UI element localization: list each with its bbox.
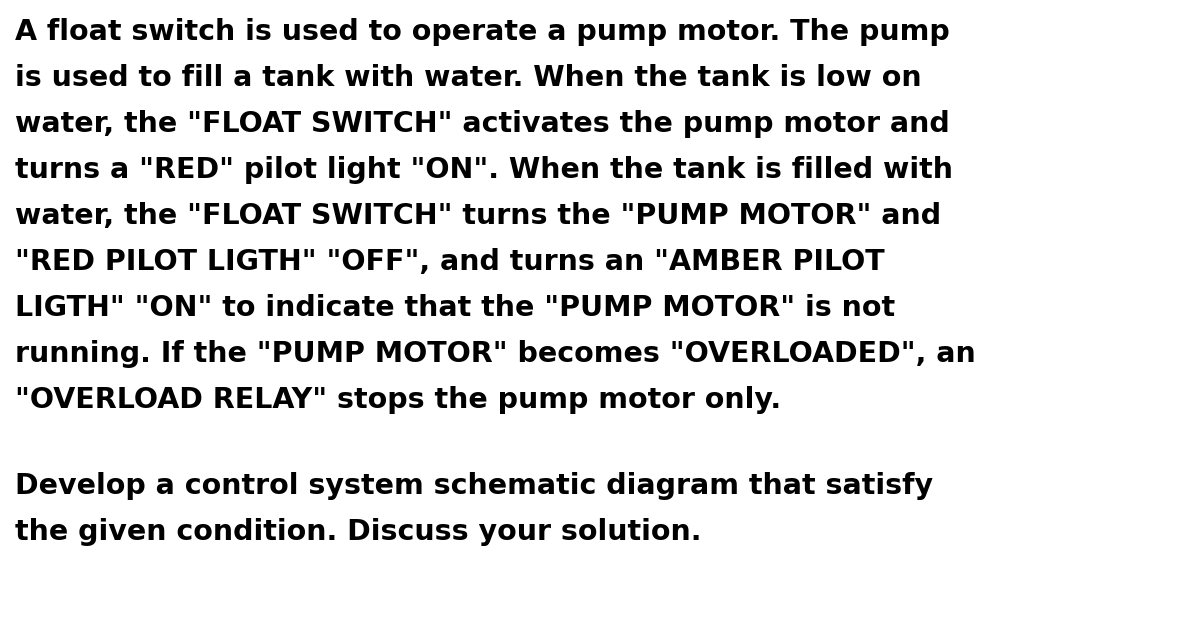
Text: turns a "RED" pilot light "ON". When the tank is filled with: turns a "RED" pilot light "ON". When the… xyxy=(14,156,953,184)
Text: is used to fill a tank with water. When the tank is low on: is used to fill a tank with water. When … xyxy=(14,64,922,92)
Text: A float switch is used to operate a pump motor. The pump: A float switch is used to operate a pump… xyxy=(14,18,949,46)
Text: the given condition. Discuss your solution.: the given condition. Discuss your soluti… xyxy=(14,518,702,546)
Text: Develop a control system schematic diagram that satisfy: Develop a control system schematic diagr… xyxy=(14,472,934,500)
Text: "OVERLOAD RELAY" stops the pump motor only.: "OVERLOAD RELAY" stops the pump motor on… xyxy=(14,386,781,414)
Text: LIGTH" "ON" to indicate that the "PUMP MOTOR" is not: LIGTH" "ON" to indicate that the "PUMP M… xyxy=(14,294,895,322)
Text: water, the "FLOAT SWITCH" activates the pump motor and: water, the "FLOAT SWITCH" activates the … xyxy=(14,110,949,138)
Text: "RED PILOT LIGTH" "OFF", and turns an "AMBER PILOT: "RED PILOT LIGTH" "OFF", and turns an "A… xyxy=(14,248,884,276)
Text: water, the "FLOAT SWITCH" turns the "PUMP MOTOR" and: water, the "FLOAT SWITCH" turns the "PUM… xyxy=(14,202,941,230)
Text: running. If the "PUMP MOTOR" becomes "OVERLOADED", an: running. If the "PUMP MOTOR" becomes "OV… xyxy=(14,340,976,368)
